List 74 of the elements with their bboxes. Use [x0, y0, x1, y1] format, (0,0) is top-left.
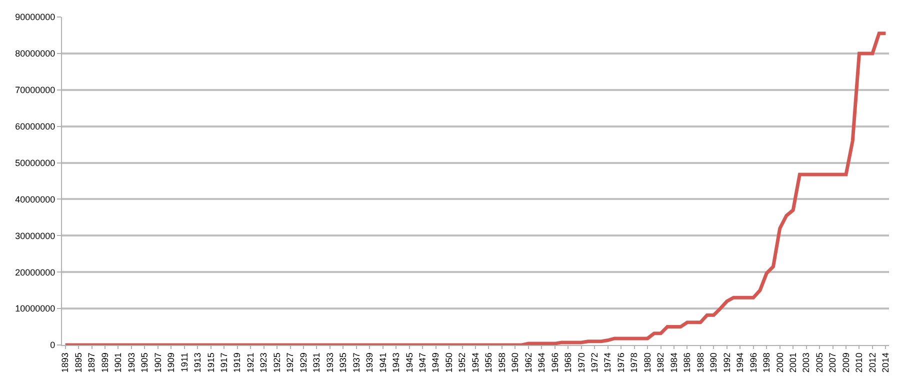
- x-tick-label: 1998: [762, 352, 772, 373]
- x-tick-label: 1923: [258, 352, 269, 373]
- x-tick-label: 1915: [206, 352, 216, 373]
- x-tick-label: 1966: [550, 352, 560, 373]
- x-tick-label: 1897: [86, 352, 97, 373]
- x-tick-label: 1905: [140, 352, 150, 373]
- y-tick-label: 0: [50, 340, 56, 350]
- x-tick-label: 1952: [457, 352, 468, 373]
- x-tick-label: 1980: [642, 352, 652, 373]
- x-tick-label: 1911: [179, 352, 190, 372]
- x-tick-label: 1917: [219, 352, 230, 373]
- x-tick-label: 2001: [788, 352, 798, 373]
- y-tick-label: 60000000: [15, 121, 56, 132]
- x-tick-label: 1974: [602, 352, 613, 373]
- x-tick-label: 1919: [232, 352, 242, 373]
- y-tick-label: 30000000: [15, 230, 56, 241]
- x-tick-label: 1931: [312, 352, 322, 373]
- y-tick-label: 10000000: [15, 304, 56, 314]
- x-tick-label: 1984: [668, 352, 679, 373]
- x-tick-label: 1933: [324, 352, 335, 373]
- x-tick-label: 2010: [854, 352, 864, 373]
- x-tick-label: 1976: [616, 352, 626, 373]
- x-tick-label: 1994: [735, 352, 746, 373]
- x-tick-label: 1943: [391, 352, 402, 373]
- x-tick-label: 1939: [364, 352, 375, 373]
- x-tick-label: 1921: [245, 352, 256, 373]
- x-tick-label: 1945: [404, 352, 414, 373]
- y-tick-label: 20000000: [15, 267, 56, 278]
- x-tick-label: 1954: [470, 352, 480, 373]
- x-tick-label: 1958: [496, 352, 507, 373]
- x-tick-label: 1903: [126, 352, 136, 373]
- y-tick-label: 80000000: [15, 48, 56, 59]
- x-tick-label: 1988: [695, 352, 706, 373]
- x-tick-label: 2005: [814, 352, 824, 373]
- x-tick-label: 1950: [444, 352, 454, 373]
- x-tick-label: 1927: [285, 352, 296, 373]
- x-tick-label: 1956: [484, 352, 494, 373]
- x-tick-label: 1893: [60, 352, 70, 373]
- x-tick-label: 1899: [100, 352, 110, 373]
- x-tick-label: 2007: [828, 352, 838, 373]
- x-tick-label: 2003: [801, 352, 812, 373]
- x-tick-label: 1996: [748, 352, 758, 373]
- x-tick-label: 1895: [73, 352, 84, 373]
- x-tick-label: 1925: [272, 352, 282, 373]
- x-tick-label: 1901: [113, 352, 124, 373]
- x-tick-label: 1978: [629, 352, 640, 373]
- x-tick-label: 1913: [192, 352, 203, 373]
- x-tick-label: 2009: [840, 352, 851, 373]
- y-tick-label: 40000000: [15, 194, 56, 204]
- y-tick-label: 90000000: [15, 12, 56, 22]
- x-tick-label: 1990: [708, 352, 719, 373]
- y-tick-label: 50000000: [15, 158, 56, 168]
- x-tick-label: 2012: [867, 352, 878, 373]
- x-tick-label: 2000: [774, 352, 785, 373]
- x-tick-label: 1968: [563, 352, 574, 373]
- x-tick-label: 1941: [378, 352, 388, 373]
- x-tick-label: 1962: [523, 352, 534, 373]
- x-tick-label: 1986: [682, 352, 692, 373]
- x-tick-label: 1937: [351, 352, 362, 373]
- x-tick-label: 1947: [417, 352, 428, 373]
- x-tick-label: 1964: [536, 352, 547, 373]
- x-tick-label: 1970: [576, 352, 586, 373]
- x-tick-label: 1949: [430, 352, 441, 373]
- x-tick-label: 1972: [590, 352, 600, 373]
- x-tick-label: 2014: [880, 352, 891, 373]
- x-tick-label: 1929: [298, 352, 308, 373]
- x-tick-label: 1935: [338, 352, 348, 373]
- x-tick-label: 1960: [510, 352, 520, 373]
- x-tick-label: 1909: [166, 352, 176, 373]
- x-tick-label: 1907: [152, 352, 163, 373]
- y-tick-label: 70000000: [15, 85, 56, 96]
- x-tick-label: 1982: [656, 352, 666, 373]
- x-tick-label: 1992: [722, 352, 732, 373]
- line-series: [64, 32, 888, 345]
